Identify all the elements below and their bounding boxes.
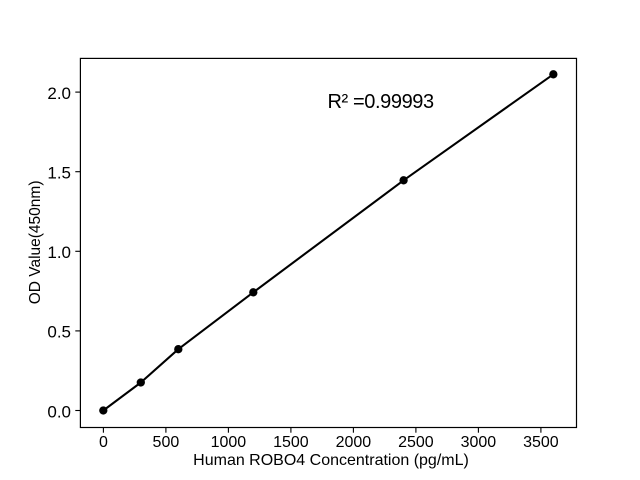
svg-text:2.0: 2.0 <box>47 84 71 103</box>
svg-text:1000: 1000 <box>211 434 247 451</box>
svg-text:2000: 2000 <box>336 434 372 451</box>
svg-text:0.5: 0.5 <box>47 323 71 342</box>
svg-text:Human ROBO4 Concentration (pg/: Human ROBO4 Concentration (pg/mL) <box>193 452 469 469</box>
svg-text:2500: 2500 <box>398 434 434 451</box>
svg-text:OD Value(450nm): OD Value(450nm) <box>27 181 44 305</box>
svg-text:1.0: 1.0 <box>47 243 71 262</box>
svg-text:1.5: 1.5 <box>47 164 71 183</box>
svg-text:500: 500 <box>153 434 180 451</box>
svg-text:0.0: 0.0 <box>47 402 71 421</box>
svg-text:1500: 1500 <box>273 434 309 451</box>
svg-text:3000: 3000 <box>461 434 497 451</box>
svg-text:R² =0.99993: R² =0.99993 <box>328 91 435 113</box>
svg-text:3500: 3500 <box>523 434 559 451</box>
svg-text:0: 0 <box>99 434 108 451</box>
